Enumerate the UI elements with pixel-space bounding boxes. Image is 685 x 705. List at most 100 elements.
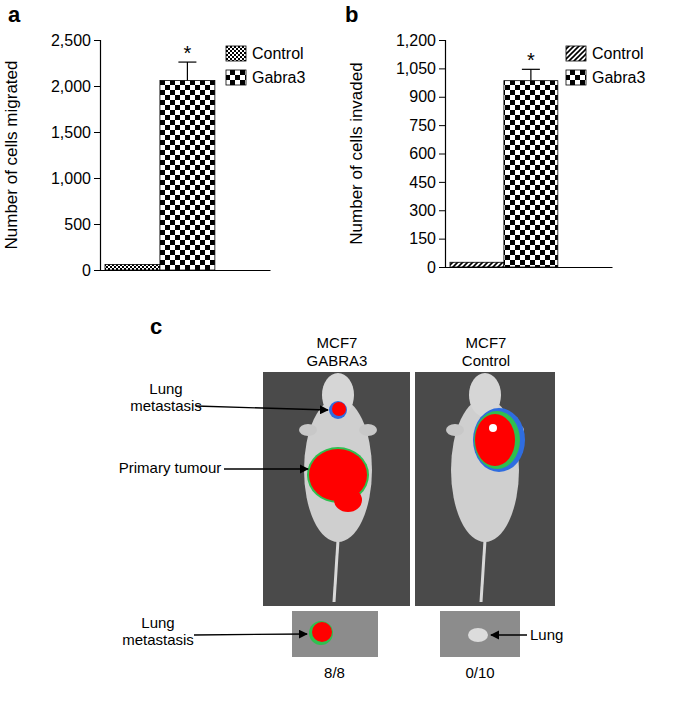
inset-callout: Lung xyxy=(530,626,563,643)
callout-arrow xyxy=(196,406,328,410)
image-background xyxy=(263,372,410,606)
annotation: * xyxy=(527,49,535,71)
y-tick-label: 600 xyxy=(409,145,436,162)
y-tick-mark xyxy=(94,86,100,87)
image-title-line: Control xyxy=(462,352,510,369)
legend-swatch xyxy=(566,46,586,61)
chart-b: bNumber of cells invaded*015030045060075… xyxy=(345,2,645,276)
y-tick-label: 1,500 xyxy=(51,124,91,141)
y-tick: 0 xyxy=(82,262,100,279)
bar xyxy=(450,262,504,267)
image-title-line: GABRA3 xyxy=(307,352,368,369)
y-tick-mark xyxy=(439,40,445,41)
signal xyxy=(332,402,346,416)
annotation: * xyxy=(184,42,192,64)
y-tick-mark xyxy=(439,267,445,268)
legend-label: Gabra3 xyxy=(252,69,305,86)
y-tick-label: 1,000 xyxy=(51,170,91,187)
signal xyxy=(312,622,332,642)
image-title: MCF7Control xyxy=(462,334,510,369)
y-axis: 0 150 300 450 600 750 900 1,050 1,200 xyxy=(396,32,446,276)
mouse-leg xyxy=(446,424,464,436)
signal xyxy=(334,488,362,512)
legend-swatch xyxy=(226,46,246,61)
mouse-leg xyxy=(359,424,377,436)
error-bar xyxy=(178,62,196,80)
y-tick-mark xyxy=(94,132,100,133)
y-tick-label: 150 xyxy=(409,230,436,247)
legend: ControlGabra3 xyxy=(566,45,645,86)
inset-background xyxy=(440,611,520,657)
inset-callout-line: metastasis xyxy=(122,631,194,648)
y-tick-label: 900 xyxy=(409,88,436,105)
callout-line: metastasis xyxy=(130,397,202,414)
chart-a: aNumber of cells migrated*05001,0001,500… xyxy=(2,2,305,279)
y-tick-label: 2,500 xyxy=(51,32,91,49)
plot-area xyxy=(105,62,215,270)
signal-spot xyxy=(489,424,497,432)
legend-label: Gabra3 xyxy=(592,69,645,86)
y-tick: 2,500 xyxy=(51,32,100,49)
y-tick: 1,050 xyxy=(396,60,445,77)
x-axis-line xyxy=(101,270,271,271)
y-tick-mark xyxy=(439,210,445,211)
figure: aNumber of cells migrated*05001,0001,500… xyxy=(0,0,685,705)
y-tick: 1,200 xyxy=(396,32,445,49)
legend-label: Control xyxy=(252,45,304,62)
lung xyxy=(468,628,488,642)
callout: Primary tumour xyxy=(119,459,222,476)
y-tick-mark xyxy=(439,125,445,126)
callout-arrow xyxy=(194,634,307,635)
signal-edge xyxy=(473,408,525,472)
y-tick: 1,500 xyxy=(51,124,100,141)
panel-label: c xyxy=(150,314,162,339)
y-tick-label: 2,000 xyxy=(51,78,91,95)
mouse-image xyxy=(263,372,410,657)
callout-line: Primary tumour xyxy=(119,459,222,476)
y-axis-line xyxy=(439,41,446,268)
y-tick-label: 0 xyxy=(82,262,91,279)
y-tick: 750 xyxy=(409,117,445,134)
y-tick-mark xyxy=(94,40,100,41)
mouse-body xyxy=(451,398,519,542)
y-tick-mark xyxy=(439,68,445,69)
y-tick-mark xyxy=(94,270,100,271)
y-tick: 900 xyxy=(409,88,445,105)
x-axis-line xyxy=(446,267,613,268)
mouse-leg xyxy=(299,424,317,436)
plot-area xyxy=(450,69,558,267)
image-title-line: MCF7 xyxy=(317,334,358,351)
signal-edge xyxy=(309,621,333,645)
mouse-image xyxy=(415,372,555,657)
x-axis xyxy=(101,270,271,272)
y-tick: 300 xyxy=(409,202,445,219)
y-tick-mark xyxy=(439,239,445,240)
y-tick-label: 500 xyxy=(64,216,91,233)
y-tick-label: 1,050 xyxy=(396,60,436,77)
mouse-body xyxy=(304,398,372,542)
count: 8/8 xyxy=(324,664,345,681)
y-tick: 0 xyxy=(427,259,445,276)
y-tick: 500 xyxy=(64,216,100,233)
y-axis: 0 500 1,000 1,500 2,000 2,500 xyxy=(51,32,101,279)
legend-swatch xyxy=(226,70,246,85)
inset-callout: Lungmetastasis xyxy=(122,614,194,648)
signal-edge xyxy=(329,401,347,419)
image-title-line: MCF7 xyxy=(466,334,507,351)
y-tick-mark xyxy=(94,224,100,225)
y-tick-label: 1,200 xyxy=(396,32,436,49)
mouse-tail xyxy=(334,540,338,602)
legend-swatch xyxy=(566,70,586,85)
callout-line: Lung xyxy=(149,380,182,397)
y-tick-mark xyxy=(439,97,445,98)
bar xyxy=(160,80,215,270)
y-tick-mark xyxy=(94,178,100,179)
inset-callout-line: Lung xyxy=(530,626,563,643)
signal-edge xyxy=(474,411,520,469)
y-tick-label: 450 xyxy=(409,173,436,190)
y-axis-title: Number of cells migrated xyxy=(2,61,21,250)
y-tick: 2,000 xyxy=(51,78,100,95)
signal xyxy=(475,414,515,466)
legend: Control Gabra3 xyxy=(226,45,305,86)
y-tick-mark xyxy=(439,154,445,155)
